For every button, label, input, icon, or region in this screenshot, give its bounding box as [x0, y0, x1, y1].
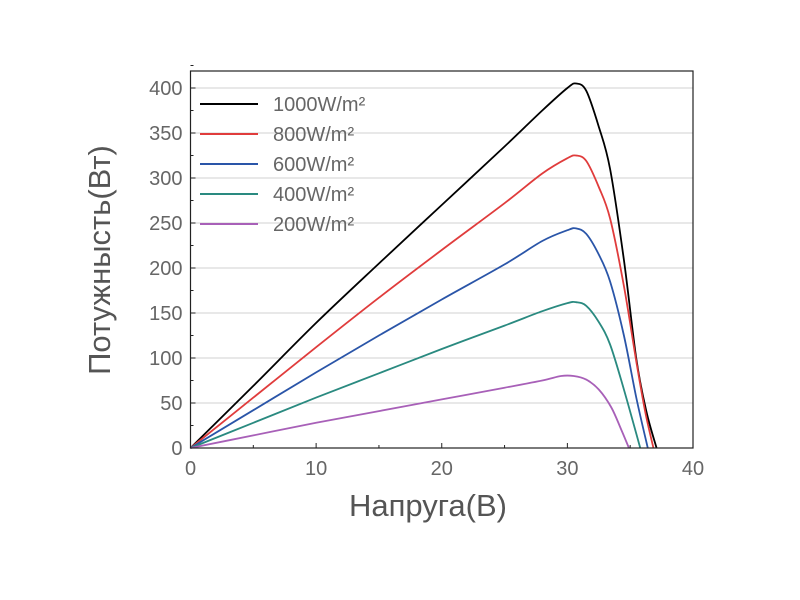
legend-label: 400W/m² — [273, 184, 354, 206]
y-tick-label: 250 — [149, 213, 182, 235]
x-tick-label: 30 — [556, 458, 578, 480]
y-tick-label: 100 — [149, 348, 182, 370]
x-tick-label: 20 — [431, 458, 453, 480]
series-line-200 — [190, 374, 630, 449]
legend-label: 800W/m² — [273, 124, 354, 146]
y-tick-label: 50 — [160, 393, 182, 415]
plot-frame — [189, 70, 694, 449]
ticks: 0 50 100 150 200 250 300 350 400 0 10 20 30 40 — [149, 65, 704, 480]
y-tick-label: 200 — [149, 258, 182, 280]
y-tick-label: 400 — [149, 78, 182, 100]
y-tick-label: 0 — [171, 438, 182, 460]
x-tick-label: 10 — [305, 458, 327, 480]
legend-label: 600W/m² — [273, 154, 354, 176]
series-line-800 — [189, 154, 655, 449]
y-tick-label: 150 — [149, 303, 182, 325]
series-line-400 — [190, 300, 642, 449]
y-tick-label: 300 — [149, 168, 182, 190]
x-axis-label: Напруга(В) — [349, 488, 507, 523]
legend: 1000W/m² 800W/m² 600W/m² 400W/m² 200W/m² — [200, 94, 366, 236]
legend-label: 1000W/m² — [273, 94, 366, 116]
grid-lines — [190, 87, 693, 404]
series-line-1000 — [189, 82, 658, 449]
series-line-600 — [190, 227, 649, 449]
series-group — [189, 82, 658, 449]
legend-label: 200W/m² — [273, 214, 354, 236]
x-tick-label: 0 — [185, 458, 196, 480]
y-tick-label: 350 — [149, 123, 182, 145]
y-axis-label: Потужнысть(Вт) — [82, 145, 117, 375]
x-tick-label: 40 — [682, 458, 704, 480]
